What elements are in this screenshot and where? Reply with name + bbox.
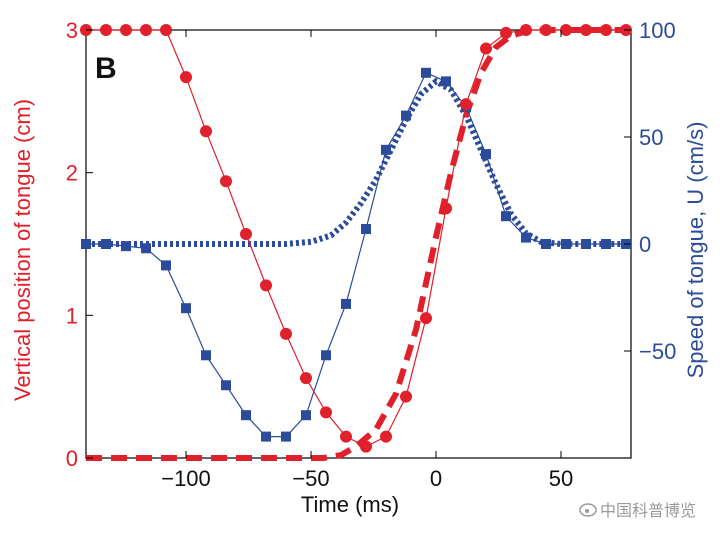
speed-point: [201, 350, 211, 361]
position-point: [220, 175, 232, 188]
position-point: [480, 42, 492, 55]
speed-point: [341, 298, 351, 309]
right-tick-label: 50: [639, 125, 663, 150]
position-point: [200, 125, 212, 138]
speed-point: [261, 431, 271, 442]
left-tick-label: 0: [66, 446, 78, 471]
speed-point: [181, 303, 191, 314]
position-point: [180, 71, 192, 84]
position-point: [160, 24, 172, 36]
right-tick-label: −50: [639, 339, 676, 364]
position-point: [120, 24, 132, 36]
left-axis-label: Vertical position of tongue (cm): [10, 99, 35, 401]
position-point: [320, 406, 332, 419]
position-point: [380, 430, 392, 443]
position-point: [420, 312, 432, 325]
x-tick-label: −50: [292, 466, 329, 491]
speed-measured-line: [86, 72, 626, 438]
watermark: 中国科普博览: [579, 502, 696, 520]
speed-point: [561, 239, 571, 249]
speed-point: [421, 67, 431, 78]
position-point: [500, 26, 512, 39]
right-axis-label: Speed of tongue, U (cm/s): [683, 122, 708, 379]
speed-point: [361, 224, 371, 235]
left-tick-label: 2: [66, 161, 78, 186]
position-point: [100, 24, 112, 36]
position-point: [140, 24, 152, 36]
speed-point: [501, 211, 511, 222]
position-measured-line: [86, 29, 626, 448]
position-point: [260, 279, 272, 292]
position-point: [340, 430, 352, 443]
watermark-text: 中国科普博览: [600, 502, 696, 520]
x-tick-label: 0: [430, 466, 442, 491]
position-point: [540, 24, 552, 36]
left-tick-label: 1: [66, 303, 78, 328]
position-point: [240, 228, 252, 241]
speed-point: [601, 239, 611, 249]
speed-point: [521, 232, 531, 243]
speed-point: [401, 110, 411, 121]
right-tick-label: 100: [639, 18, 676, 43]
speed-point: [381, 144, 391, 155]
position-point: [520, 24, 532, 36]
right-tick-label: 0: [639, 232, 651, 257]
speed-point: [161, 260, 171, 271]
speed-point: [121, 241, 131, 252]
x-tick-label: 50: [549, 466, 573, 491]
position-point: [460, 98, 472, 111]
speed-point: [541, 239, 551, 249]
speed-point: [321, 350, 331, 361]
speed-point: [441, 76, 451, 87]
speed-point: [221, 380, 231, 391]
speed-point: [581, 239, 591, 249]
position-point: [560, 24, 572, 36]
position-point: [280, 327, 292, 340]
x-axis-label: Time (ms): [301, 492, 399, 517]
x-tick-label: −100: [161, 466, 211, 491]
speed-point: [101, 239, 111, 249]
speed-point: [81, 239, 91, 249]
panel-label: B: [95, 52, 117, 85]
speed-point: [281, 431, 291, 442]
speed-model-line: [86, 77, 631, 247]
speed-point: [481, 149, 491, 160]
speed-point: [241, 410, 251, 421]
speed-point: [141, 243, 151, 254]
position-point: [300, 372, 312, 385]
speed-point: [301, 410, 311, 421]
position-point: [400, 390, 412, 403]
left-tick-label: 3: [66, 18, 78, 43]
position-point: [580, 24, 592, 36]
position-point: [360, 440, 372, 453]
position-point: [440, 202, 452, 215]
weibo-logo-icon: [579, 503, 597, 517]
position-point: [600, 24, 612, 36]
